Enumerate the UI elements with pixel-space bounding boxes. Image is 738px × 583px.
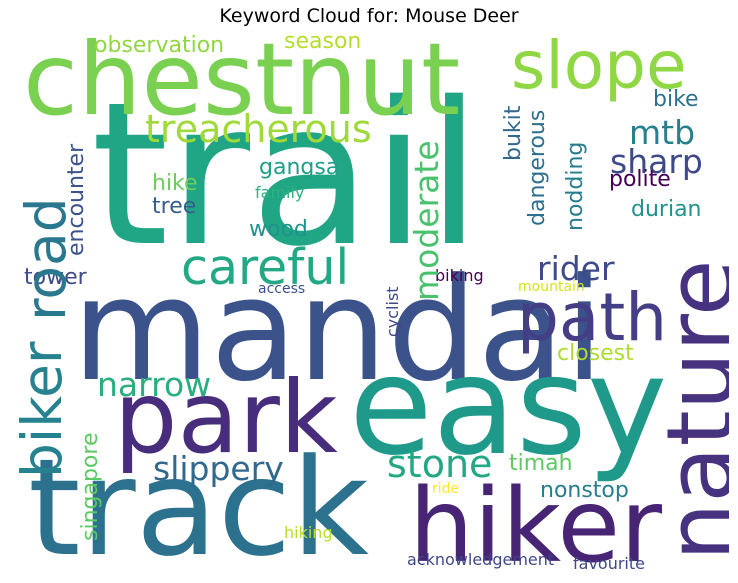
- word-nature: nature: [647, 259, 729, 561]
- word-bike: bike: [653, 87, 699, 112]
- word-stone: stone: [387, 442, 493, 486]
- word-moderate: moderate: [407, 140, 446, 301]
- word-tree: tree: [152, 194, 197, 219]
- word-biking: biking: [435, 266, 484, 285]
- word-timah: timah: [509, 451, 573, 476]
- word-trail: trail: [91, 59, 482, 290]
- word-cyclist: cyclist: [383, 286, 402, 337]
- word-slope: slope: [511, 31, 687, 104]
- word-encounter: encounter: [64, 143, 89, 256]
- word-mountain: mountain: [518, 279, 585, 295]
- word-biker: biker: [10, 341, 74, 478]
- word-careful: careful: [181, 239, 350, 296]
- word-track: track: [28, 430, 370, 576]
- word-mtb: mtb: [629, 113, 696, 152]
- word-dangerous: dangerous: [525, 109, 550, 226]
- word-hike: hike: [152, 171, 198, 196]
- word-singapore: singapore: [78, 432, 103, 542]
- word-hiking: hiking: [284, 523, 333, 542]
- word-cloud: trail mandai easy track chestnut hiker p…: [9, 31, 729, 576]
- word-treacherous: treacherous: [145, 107, 372, 151]
- word-durian: durian: [631, 197, 702, 222]
- word-narrow: narrow: [97, 365, 212, 404]
- word-polite: polite: [609, 167, 671, 192]
- word-closest: closest: [557, 341, 634, 366]
- word-family: family: [255, 183, 305, 202]
- word-hiker: hiker: [409, 467, 663, 577]
- chart-title: Keyword Cloud for: Mouse Deer: [219, 5, 519, 27]
- word-ride: ride: [432, 481, 460, 497]
- word-observation: observation: [94, 33, 225, 58]
- word-slippery: slippery: [153, 449, 284, 488]
- word-tower: tower: [24, 265, 87, 290]
- word-sharp: sharp: [610, 142, 703, 181]
- word-access: access: [258, 281, 306, 297]
- word-season: season: [284, 31, 362, 54]
- word-gangsa: gangsa: [259, 155, 340, 180]
- word-bukit: bukit: [501, 105, 526, 161]
- word-rider: rider: [537, 249, 615, 288]
- word-easy: easy: [349, 328, 668, 486]
- word-nodding: nodding: [563, 141, 588, 231]
- word-wood: wood: [249, 217, 308, 242]
- word-chestnut: chestnut: [23, 31, 461, 138]
- word-mandai: mandai: [72, 248, 604, 413]
- word-favourite: favourite: [573, 554, 645, 573]
- word-path: path: [517, 279, 668, 356]
- word-park: park: [114, 359, 338, 476]
- word-nonstop: nonstop: [540, 478, 629, 503]
- word-acknowledgement: acknowledgement: [407, 550, 555, 569]
